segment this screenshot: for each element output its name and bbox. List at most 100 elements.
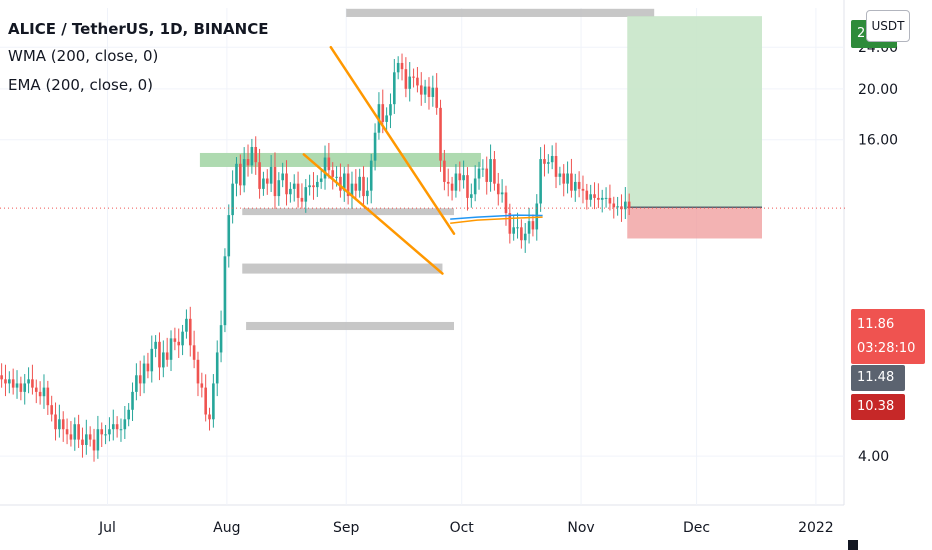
candle-body (188, 318, 192, 346)
candle-body (516, 227, 519, 229)
support-zone (246, 321, 454, 331)
candle-body (296, 183, 300, 198)
candle-body (431, 87, 435, 97)
support-zone (242, 208, 454, 216)
candle-body (50, 405, 53, 415)
candle-body (46, 387, 50, 406)
candle-body (373, 132, 377, 161)
candle-body (450, 183, 454, 191)
ema-indicator-label[interactable]: EMA (200, close, 0) (8, 76, 154, 94)
candle-body (346, 173, 350, 197)
currency-unit-button[interactable]: USDT (866, 10, 910, 42)
time-tick-label: Nov (567, 520, 594, 536)
candle-body (393, 72, 396, 105)
candle-body (154, 341, 157, 349)
candle-body (327, 157, 331, 171)
candle-body (123, 419, 127, 430)
candle-body (523, 233, 527, 241)
ema-line (450, 216, 543, 224)
trendline (329, 45, 456, 235)
candle-body (412, 76, 415, 78)
candle-body (15, 383, 19, 388)
candle-body (192, 345, 196, 360)
candle-body (381, 104, 385, 122)
candle-body (504, 192, 508, 214)
candle-body (620, 206, 623, 210)
time-axis-background (0, 505, 932, 550)
candle-body (550, 155, 554, 163)
drawing-zones (199, 8, 655, 331)
candle-body (61, 419, 65, 430)
candle-body (231, 183, 234, 216)
candle-body (604, 197, 608, 199)
candle-body (200, 383, 204, 388)
candle-body (316, 181, 319, 188)
candle-body (485, 168, 489, 182)
candle-body (85, 434, 88, 445)
candle-body (339, 176, 342, 191)
candle-body (181, 331, 184, 346)
candle-body (250, 146, 254, 166)
trendlines[interactable] (0, 45, 848, 275)
bar-countdown: 03:28:10 (857, 341, 916, 356)
candle-body (69, 434, 73, 440)
candle-body (466, 175, 469, 198)
candle-body (500, 192, 504, 195)
candle-body (543, 159, 546, 164)
candle-body (104, 434, 107, 436)
candle-body (389, 104, 392, 116)
candle-body (300, 197, 304, 202)
candle-body (277, 180, 281, 197)
candle-body (185, 318, 188, 332)
candle-body (239, 163, 242, 186)
price-tick-label: 4.00 (858, 449, 889, 465)
candle-body (269, 166, 273, 184)
candle-body (427, 86, 431, 97)
candle-body (165, 352, 169, 360)
candle-body (600, 197, 604, 200)
candle-body (119, 429, 123, 431)
candle-body (366, 190, 369, 197)
candle-body (27, 379, 30, 384)
candle-body (108, 429, 111, 435)
candle-body (162, 352, 165, 368)
candle-body (215, 352, 219, 384)
loss-zone (627, 208, 762, 239)
candle-body (235, 163, 238, 184)
candle-body (473, 178, 477, 195)
candle-body (508, 213, 512, 234)
wma-indicator-label[interactable]: WMA (200, close, 0) (8, 47, 159, 65)
candle-body (292, 183, 296, 189)
candle-body (512, 227, 515, 234)
candle-body (111, 424, 115, 430)
candle-body (54, 414, 57, 430)
price-tick-label: 16.00 (858, 133, 898, 149)
candle-body (146, 363, 150, 372)
candle-body (19, 383, 23, 392)
candle-body (558, 173, 562, 177)
candle-body (115, 424, 119, 430)
scale-corner-square[interactable] (848, 540, 858, 550)
candle-body (396, 62, 400, 73)
candle-body (362, 176, 365, 197)
candle-body (496, 183, 500, 195)
candle-body (573, 181, 577, 191)
time-tick-label: Aug (213, 520, 240, 536)
candle-body (577, 181, 581, 189)
candle-body (489, 159, 492, 182)
candle-body (554, 155, 558, 177)
support-zone (242, 263, 443, 274)
long-position-tool[interactable] (627, 16, 762, 239)
profit-zone (627, 16, 762, 209)
candle-body (400, 62, 404, 70)
candle-body (527, 221, 531, 234)
price-axis-background (844, 0, 932, 550)
candle-body (4, 379, 7, 384)
candle-body (446, 181, 450, 184)
candle-body (0, 375, 3, 380)
candle-body (624, 201, 627, 210)
symbol-title: ALICE / TetherUS, 1D, BINANCE (8, 20, 269, 38)
candle-body (246, 159, 250, 166)
candle-body (608, 197, 612, 204)
